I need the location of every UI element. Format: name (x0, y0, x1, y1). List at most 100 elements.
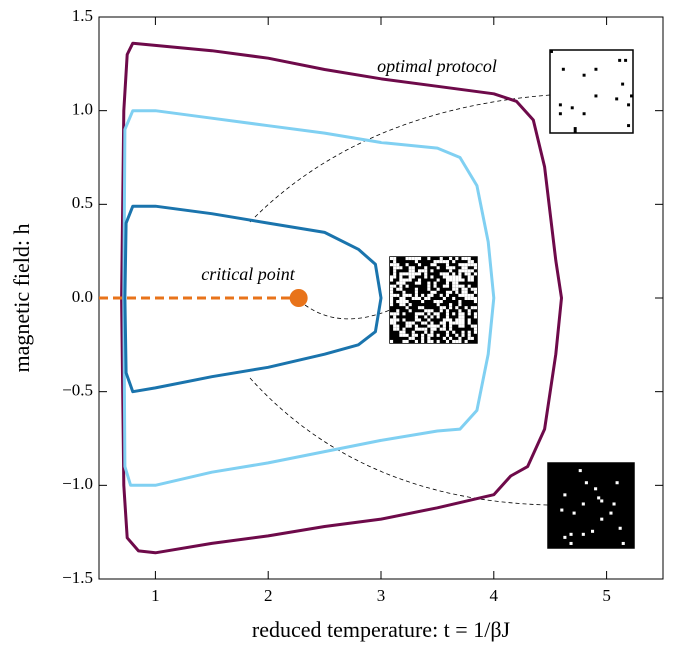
spin (442, 296, 446, 300)
spin (445, 260, 450, 264)
spin (414, 260, 418, 264)
spin (627, 124, 631, 128)
spin (393, 257, 397, 261)
spin (464, 290, 468, 294)
spin (424, 296, 428, 300)
spin (439, 321, 443, 325)
snapshot (549, 49, 634, 134)
spin (433, 312, 437, 316)
spin (390, 312, 394, 316)
y-tick-label: 0.0 (72, 287, 93, 306)
spin (464, 293, 468, 297)
spin (591, 529, 595, 533)
spin (393, 321, 397, 325)
spin (399, 281, 403, 285)
spin (600, 517, 604, 521)
spin (581, 502, 585, 506)
spin (430, 290, 434, 294)
spin (411, 321, 415, 325)
spin (405, 278, 409, 282)
spin (393, 318, 397, 322)
spin (624, 58, 628, 62)
spin (452, 339, 456, 343)
spin (467, 284, 471, 288)
spin (445, 266, 450, 270)
spin (402, 278, 406, 282)
spin (405, 263, 409, 267)
spin (464, 263, 468, 267)
critical-point-label: critical point (201, 264, 295, 284)
spin (405, 300, 409, 304)
spin (411, 336, 415, 340)
spin (461, 278, 465, 282)
spin (439, 257, 443, 261)
spin (464, 257, 468, 261)
spin (430, 333, 434, 337)
spin (467, 336, 471, 340)
spin (452, 275, 456, 279)
spin (584, 481, 588, 485)
spin (408, 324, 412, 328)
spin (408, 321, 412, 325)
spin (597, 496, 601, 500)
spin (417, 312, 422, 316)
spin (442, 284, 446, 288)
spin (417, 281, 422, 285)
spin (563, 493, 567, 497)
spin (414, 290, 418, 294)
spin (452, 266, 456, 270)
spin (470, 306, 474, 310)
spin (402, 293, 406, 297)
spin (473, 296, 477, 300)
spin (430, 309, 434, 313)
spin (572, 511, 576, 515)
spin (458, 309, 462, 313)
spin (467, 257, 471, 261)
spin (411, 296, 415, 300)
spin (473, 263, 477, 267)
spin (458, 293, 462, 297)
spin (455, 321, 459, 325)
spin (473, 287, 477, 291)
spin (408, 278, 412, 282)
spin (569, 541, 573, 545)
spin (402, 296, 406, 300)
spin (402, 327, 406, 331)
spin (458, 324, 462, 328)
spin (421, 336, 425, 340)
spin (433, 327, 437, 331)
spin (455, 257, 459, 261)
spin (594, 487, 598, 491)
spin (411, 257, 415, 261)
spin (458, 269, 462, 273)
spin (427, 281, 431, 285)
spin (427, 324, 431, 328)
spin (405, 272, 409, 276)
spin (445, 333, 450, 337)
spin (445, 272, 450, 276)
snapshot (547, 462, 635, 549)
spin (396, 266, 400, 270)
spin (445, 312, 450, 316)
spin (449, 306, 453, 310)
spin (442, 336, 446, 340)
spin (414, 339, 418, 343)
spin (408, 293, 412, 297)
spin (436, 312, 440, 316)
spin (442, 327, 446, 331)
spin (430, 321, 434, 325)
spin (452, 260, 456, 264)
spin (449, 269, 453, 273)
spin (449, 324, 453, 328)
spin (399, 275, 403, 279)
spin (445, 293, 450, 297)
spin (609, 511, 613, 515)
spin (455, 318, 459, 322)
spin (461, 287, 465, 291)
spin (402, 272, 406, 276)
spin (458, 263, 462, 267)
spin (470, 287, 474, 291)
spin (427, 257, 431, 261)
y-axis-title: magnetic field: h (9, 223, 34, 372)
